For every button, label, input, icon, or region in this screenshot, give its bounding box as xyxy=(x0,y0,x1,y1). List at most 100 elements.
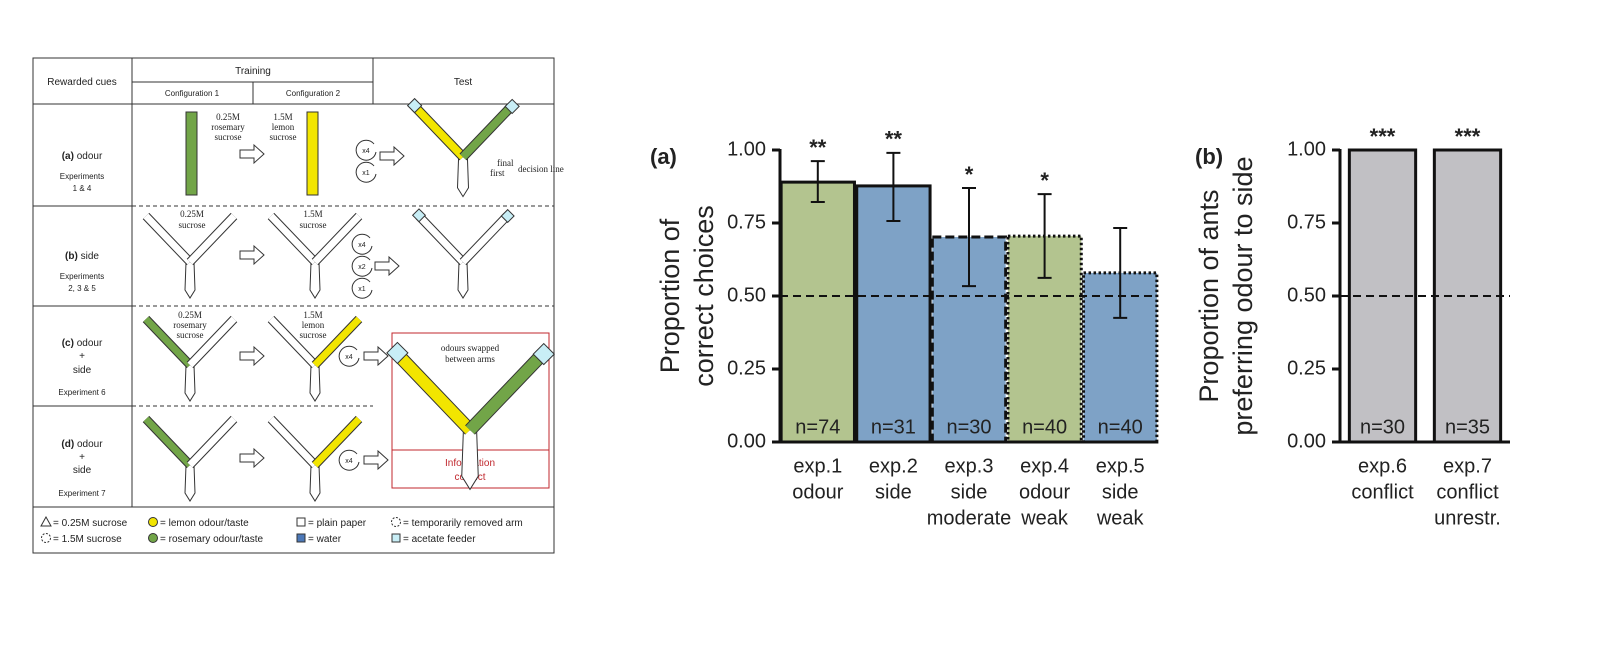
maze-drawings: x4 x1 x4 x2 x1 x4 x4 xyxy=(142,97,555,502)
maze-arm xyxy=(465,350,547,434)
note: 0.25M xyxy=(180,209,204,219)
panel-label: (a) xyxy=(650,144,677,169)
n-label: n=35 xyxy=(1445,416,1490,438)
x-tick-label: weak xyxy=(1020,507,1069,529)
error-bar xyxy=(886,151,901,222)
feeder xyxy=(386,341,409,365)
x-tick-label: odour xyxy=(1019,481,1070,503)
note: sucrose xyxy=(270,132,297,142)
row-label: (b) side xyxy=(65,251,99,262)
repeat-label: x4 xyxy=(362,148,370,155)
n-label: n=40 xyxy=(1022,416,1067,438)
note: between arms xyxy=(445,354,495,364)
error-bar xyxy=(810,160,825,203)
header: Rewarded cues Training Configuration 1 C… xyxy=(47,66,472,98)
note: rosemary xyxy=(173,320,207,330)
maze-arm xyxy=(312,416,362,468)
error-bar xyxy=(1113,226,1128,319)
x-tick-label: weak xyxy=(1096,507,1145,529)
flow-arrow xyxy=(379,145,405,167)
flow-arrow xyxy=(374,255,400,277)
maze-stem xyxy=(456,156,470,198)
maze-arm xyxy=(416,213,466,265)
flow-arrow xyxy=(239,447,265,469)
x-tick-label: exp.3 xyxy=(945,455,994,477)
n-label: n=74 xyxy=(795,416,840,438)
significance: * xyxy=(965,162,974,187)
diagram: Rewarded cues Training Configuration 1 C… xyxy=(32,57,564,554)
y-axis-label: correct choices xyxy=(689,205,719,387)
maze-stem xyxy=(309,464,321,502)
maze-arm xyxy=(187,316,237,368)
x-tick-label: exp.4 xyxy=(1020,455,1069,477)
feeder xyxy=(500,208,515,224)
significance: ** xyxy=(885,127,903,152)
x-tick-label: moderate xyxy=(927,507,1012,529)
x-tick-label: exp.1 xyxy=(793,455,842,477)
note: sucrose xyxy=(300,330,327,340)
repeat-icon xyxy=(351,255,373,277)
header-cell: Configuration 1 xyxy=(165,89,220,98)
maze-arm xyxy=(460,213,510,265)
x-tick-label: exp.7 xyxy=(1443,455,1492,477)
feeder xyxy=(504,98,520,115)
maze-arm xyxy=(268,316,318,368)
feeder xyxy=(411,208,427,223)
row-experiments: Experiments xyxy=(60,272,104,281)
repeat-label: x4 xyxy=(358,242,366,249)
x-tick-label: exp.2 xyxy=(869,455,918,477)
x-tick-label: side xyxy=(1102,481,1139,503)
maze-stem xyxy=(309,364,321,402)
repeat-icon xyxy=(338,449,360,471)
y-tick-label: 0.25 xyxy=(727,357,766,379)
legend-text: = temporarily removed arm xyxy=(403,518,523,529)
row-label: side xyxy=(73,465,92,476)
note: final xyxy=(497,158,514,168)
y-tick-label: 1.00 xyxy=(727,138,766,160)
x-tick-label: exp.5 xyxy=(1096,455,1145,477)
row-label: (c) odour xyxy=(62,338,103,349)
y-tick-label: 0.75 xyxy=(1287,211,1326,233)
maze-arm xyxy=(268,416,318,468)
repeat-label: x4 xyxy=(345,458,353,465)
y-tick-label: 0.00 xyxy=(1287,430,1326,452)
strip xyxy=(306,111,319,196)
flow-arrow xyxy=(363,449,389,471)
legend-text: = water xyxy=(308,534,342,545)
header-cell: Configuration 2 xyxy=(286,89,341,98)
header-cell: Training xyxy=(235,66,271,77)
y-tick-label: 1.00 xyxy=(1287,138,1326,160)
y-tick-label: 0.25 xyxy=(1287,357,1326,379)
row-experiments: Experiment 6 xyxy=(58,388,106,397)
maze-arm xyxy=(460,103,515,160)
repeat-icon xyxy=(355,161,377,183)
flow-arrow xyxy=(239,244,265,266)
error-bar xyxy=(962,186,976,288)
maze-stem xyxy=(457,261,469,299)
x-tick-label: side xyxy=(875,481,912,503)
note: rosemary xyxy=(211,122,245,132)
note: first xyxy=(490,168,505,178)
note: decision line xyxy=(518,164,564,174)
note: 1.5M xyxy=(303,209,322,219)
x-tick-label: conflict xyxy=(1436,481,1499,503)
y-axis-label: Proportion of ants xyxy=(1194,189,1224,402)
note: 0.25M xyxy=(178,310,202,320)
maze-arm xyxy=(312,316,362,368)
note: sucrose xyxy=(179,220,206,230)
header-cell: Test xyxy=(454,77,473,88)
significance: * xyxy=(1040,168,1049,193)
legend-text: = lemon odour/taste xyxy=(160,518,249,529)
significance: ** xyxy=(809,135,827,160)
legend-text: = plain paper xyxy=(308,518,367,529)
maze-arm xyxy=(393,350,475,434)
repeat-label: x2 xyxy=(358,264,366,271)
row-label: (d) odour xyxy=(61,439,103,450)
y-tick-label: 0.50 xyxy=(727,284,766,306)
n-label: n=40 xyxy=(1098,416,1143,438)
x-tick-label: unrestr. xyxy=(1434,507,1501,529)
note: sucrose xyxy=(215,132,242,142)
repeat-icon xyxy=(351,233,373,255)
n-label: n=30 xyxy=(1360,416,1405,438)
